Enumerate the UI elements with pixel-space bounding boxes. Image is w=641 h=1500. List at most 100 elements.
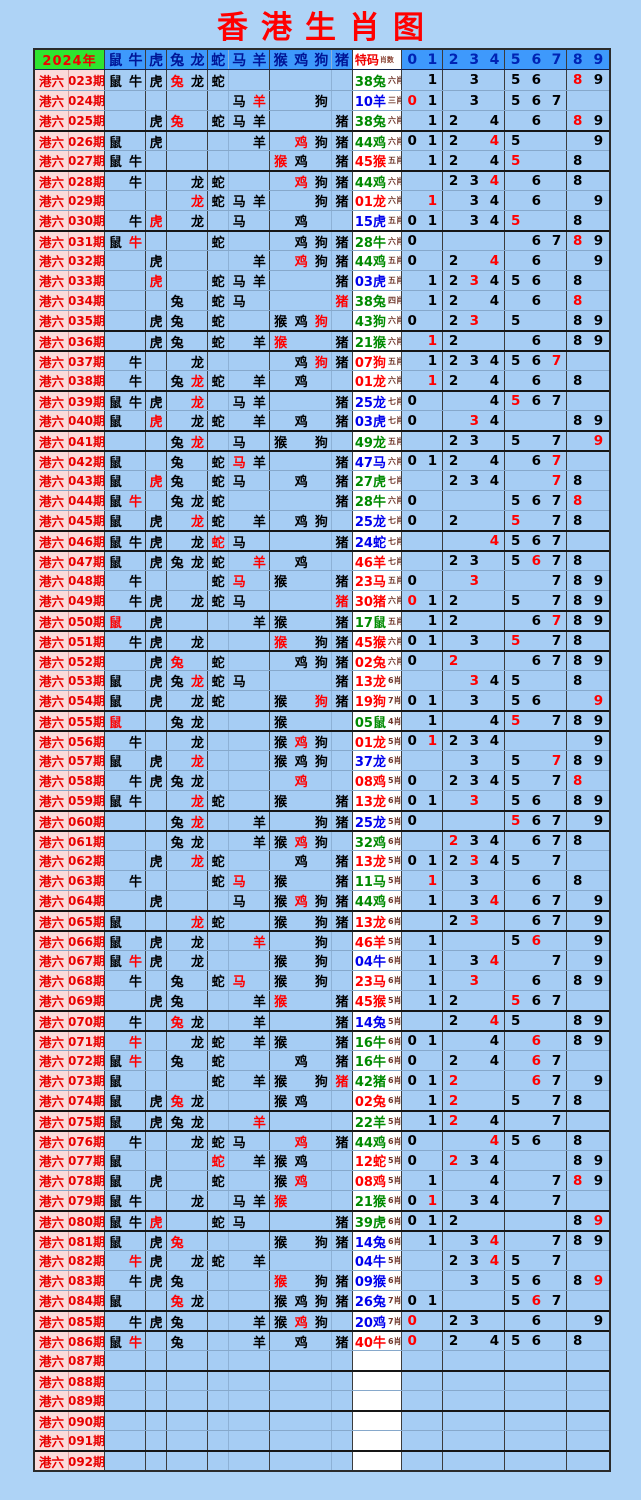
digit-cell: 9 [593, 312, 604, 329]
zodiac-cell [270, 1351, 291, 1370]
digit-cell [588, 471, 609, 490]
zodiac-cell: 牛 [126, 532, 147, 550]
zodiac-cell [146, 1051, 167, 1070]
special-number: 47马 [354, 455, 386, 471]
digit-cell [464, 591, 485, 610]
digit-cell [526, 132, 547, 150]
chart-row: 港六 064期虎马猴鸡狗猪 44鸡 6肖 1 3 4 6 7 9 [35, 890, 609, 910]
special-suffix: 七肖 [387, 536, 401, 546]
zodiac-cell [208, 991, 229, 1010]
digit-cell [547, 332, 568, 350]
zodiac-cell: 虎 [146, 751, 167, 770]
zodiac-cell: 羊 [250, 411, 271, 430]
special-number: 26兔 [354, 1295, 386, 1310]
digit-cell [402, 1431, 423, 1450]
chart-row: 港六039期鼠牛虎龙马羊猪25龙七肖04567 [35, 390, 609, 410]
zodiac-cell [229, 991, 250, 1010]
special-number: 15虎 [354, 215, 386, 230]
zodiac-cell: 鼠 [108, 1055, 122, 1070]
digit-cell: 1 [423, 891, 444, 910]
zodiac-cell [146, 1351, 167, 1370]
digit-cell [464, 111, 485, 130]
digit-cell [567, 1412, 588, 1430]
zodiac-cell [312, 1372, 333, 1390]
digit-cell [443, 751, 464, 770]
special-number-cell: 23马 6肖 [352, 971, 402, 990]
digit-cell [464, 1372, 485, 1390]
row-period: 075期 [69, 1112, 105, 1130]
zodiac-cell: 狗 [312, 971, 333, 990]
row-prefix: 港六 [35, 411, 69, 430]
zodiac-cell [270, 1132, 291, 1150]
zodiac-cell [332, 1372, 353, 1390]
header-special-cell: 特码 肖数 [352, 50, 402, 69]
chart-row: 港六045期鼠虎龙蛇羊鸡狗25龙七肖02578 [35, 510, 609, 530]
zodiac-cell: 猪 [332, 851, 353, 870]
special-suffix: 5肖 [387, 776, 402, 785]
digit-cell: 2 [448, 772, 459, 789]
zodiac-cell [105, 191, 126, 210]
zodiac-cell: 羊 [250, 1191, 271, 1210]
digit-cell: 5 [510, 852, 521, 869]
digit-cell [485, 91, 506, 110]
digit-cell: 2 [448, 1113, 459, 1129]
zodiac-cell [208, 1452, 229, 1470]
special-number-cell: 20鸡 7肖 [352, 1312, 402, 1330]
digit-cell: 1 [423, 1091, 444, 1110]
special-number: 02兔 [354, 1095, 386, 1110]
row-period: 039期 [69, 392, 105, 410]
zodiac-cell [105, 812, 126, 830]
digit-cell [464, 1452, 485, 1470]
zodiac-cell: 兔 [170, 655, 184, 671]
digit-cell: 3 [469, 892, 479, 909]
digit-cell [526, 771, 547, 790]
zodiac-cell: 龙 [188, 732, 209, 750]
special-number-cell: 22羊 5肖 [352, 1112, 402, 1130]
digit-cell: 4 [485, 1132, 506, 1150]
digit-cell: 9 [593, 133, 604, 149]
digit-cell: 6 [531, 653, 542, 669]
digit-cell [443, 932, 464, 950]
zodiac-cell [270, 471, 291, 490]
digit-cell: 9 [593, 972, 604, 989]
digit-cell: 2 [448, 1072, 459, 1089]
special-number-cell: 04牛 5肖 [352, 1251, 402, 1270]
digit-cell [443, 1391, 464, 1410]
row-prefix: 港六 [35, 371, 69, 390]
zodiac-cell [291, 1351, 312, 1370]
row-prefix: 港六 [35, 1051, 69, 1070]
digit-cell [443, 812, 464, 830]
zodiac-cell: 牛 [126, 491, 147, 510]
zodiac-cell: 猴 [274, 575, 288, 590]
digit-cell [588, 392, 609, 410]
zodiac-cell: 狗 [312, 91, 333, 110]
zodiac-cell [312, 271, 333, 290]
zodiac-cell [208, 1332, 229, 1350]
digit-cell: 3 [469, 733, 479, 749]
digit-cell [485, 971, 506, 990]
digit-cell [505, 452, 526, 470]
digit-cell: 6 [531, 492, 542, 509]
digit-cell [567, 1071, 588, 1090]
zodiac-cell: 猪 [332, 791, 353, 810]
zodiac-cell: 虎 [146, 691, 167, 710]
digit-cell: 0 [407, 1313, 417, 1329]
digit-cell [505, 652, 526, 670]
row-prefix: 港六 [35, 392, 69, 410]
zodiac-cell [250, 691, 271, 710]
special-number: 28牛 [354, 235, 386, 251]
special-suffix: 7肖 [387, 696, 402, 705]
digit-cell [443, 1291, 464, 1310]
digit-cell: 4 [485, 732, 506, 750]
row-period: 037期 [69, 352, 105, 370]
digit-cell [423, 392, 444, 410]
chart-row: 港六036期虎兔蛇羊猴猪21猴六肖12689 [35, 330, 609, 350]
special-number: 49龙 [354, 435, 386, 451]
zodiac-cell: 兔 [170, 555, 184, 571]
zodiac-cell [332, 1312, 353, 1330]
special-number: 10羊 [354, 95, 386, 110]
special-number-cell: 38兔六肖 [352, 70, 402, 90]
zodiac-cell [229, 332, 250, 350]
row-period: 072期 [69, 1051, 105, 1070]
special-suffix: 5肖 [387, 1116, 402, 1126]
